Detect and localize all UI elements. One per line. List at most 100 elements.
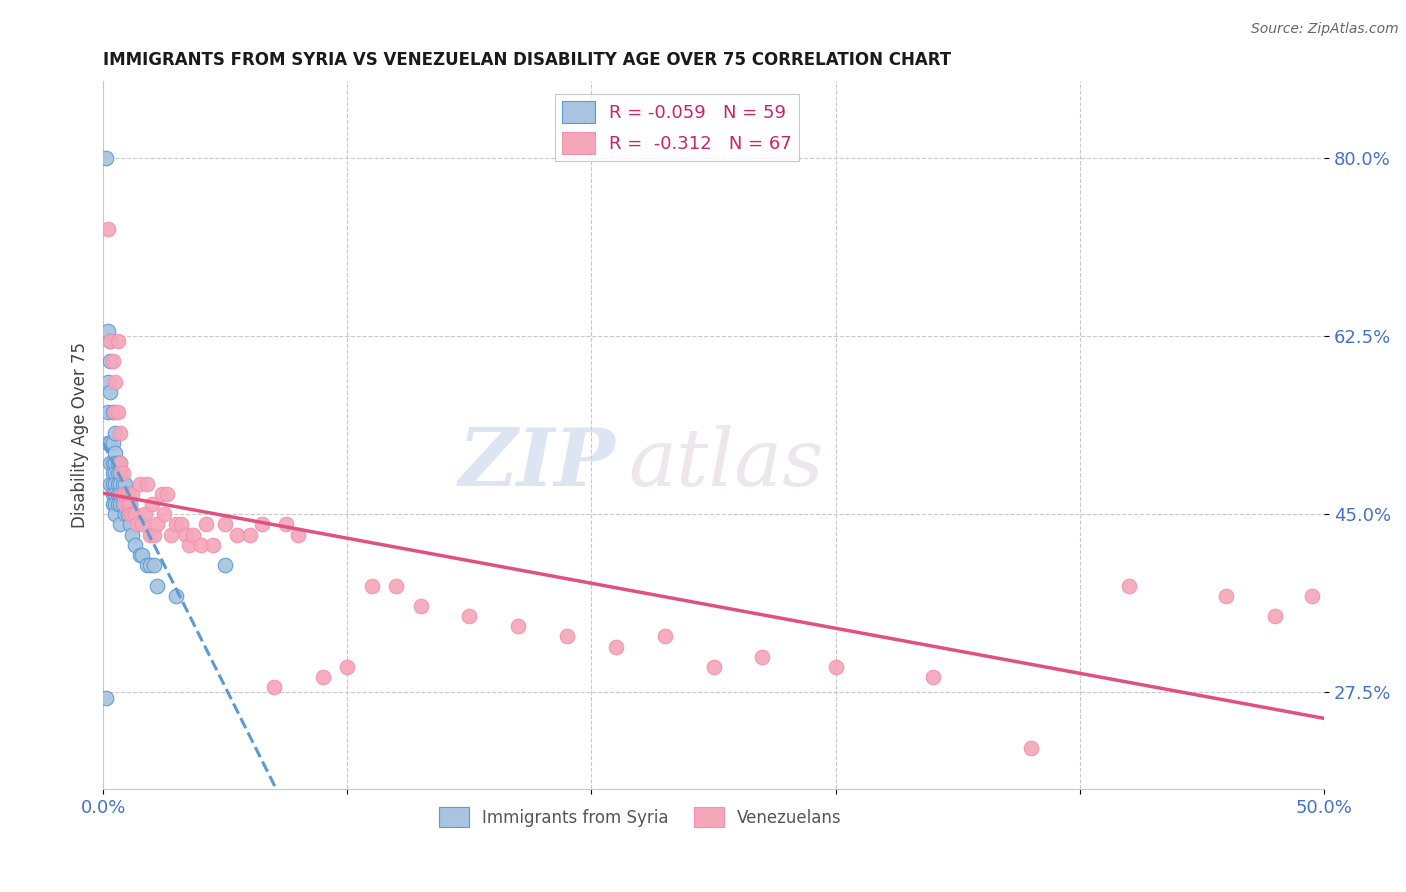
Point	[194, 517, 217, 532]
Point	[121, 527, 143, 541]
Point	[117, 497, 139, 511]
Point	[702, 660, 724, 674]
Point	[114, 497, 136, 511]
Point	[143, 558, 166, 573]
Point	[165, 517, 187, 532]
Point	[190, 538, 212, 552]
Point	[385, 578, 408, 592]
Point	[1019, 741, 1042, 756]
Point	[104, 375, 127, 389]
Point	[605, 640, 627, 654]
Point	[104, 497, 127, 511]
Point	[97, 405, 120, 419]
Point	[94, 151, 117, 165]
Point	[117, 507, 139, 521]
Point	[111, 497, 134, 511]
Point	[250, 517, 273, 532]
Point	[107, 456, 129, 470]
Point	[100, 354, 122, 368]
Point	[165, 589, 187, 603]
Point	[100, 384, 122, 399]
Point	[128, 476, 150, 491]
Point	[111, 467, 134, 481]
Point	[336, 660, 359, 674]
Point	[104, 456, 127, 470]
Point	[276, 517, 298, 532]
Point	[136, 558, 159, 573]
Point	[110, 456, 132, 470]
Point	[118, 517, 141, 532]
Point	[118, 497, 141, 511]
Point	[1215, 589, 1237, 603]
Point	[100, 334, 122, 348]
Point	[508, 619, 530, 633]
Point	[226, 527, 249, 541]
Point	[101, 354, 124, 368]
Point	[97, 222, 120, 236]
Point	[101, 487, 124, 501]
Point	[118, 497, 141, 511]
Point	[104, 446, 127, 460]
Point	[110, 497, 132, 511]
Point	[174, 527, 197, 541]
Point	[111, 487, 134, 501]
Point	[239, 527, 262, 541]
Point	[107, 497, 129, 511]
Point	[143, 527, 166, 541]
Point	[121, 507, 143, 521]
Point	[751, 649, 773, 664]
Point	[312, 670, 335, 684]
Point	[104, 467, 127, 481]
Point	[118, 507, 141, 521]
Point	[100, 334, 122, 348]
Point	[101, 497, 124, 511]
Point	[1264, 609, 1286, 624]
Point	[97, 324, 120, 338]
Point	[131, 517, 153, 532]
Point	[110, 487, 132, 501]
Point	[201, 538, 224, 552]
Point	[121, 487, 143, 501]
Point	[458, 609, 481, 624]
Point	[160, 527, 183, 541]
Text: Source: ZipAtlas.com: Source: ZipAtlas.com	[1251, 22, 1399, 37]
Point	[101, 456, 124, 470]
Point	[824, 660, 846, 674]
Point	[131, 548, 153, 562]
Point	[101, 405, 124, 419]
Text: atlas: atlas	[628, 425, 824, 502]
Point	[101, 436, 124, 450]
Point	[100, 456, 122, 470]
Point	[107, 476, 129, 491]
Point	[107, 405, 129, 419]
Point	[409, 599, 432, 613]
Point	[117, 487, 139, 501]
Text: IMMIGRANTS FROM SYRIA VS VENEZUELAN DISABILITY AGE OVER 75 CORRELATION CHART: IMMIGRANTS FROM SYRIA VS VENEZUELAN DISA…	[103, 51, 952, 69]
Point	[100, 436, 122, 450]
Point	[138, 558, 160, 573]
Point	[263, 681, 285, 695]
Point	[555, 629, 578, 643]
Point	[107, 467, 129, 481]
Point	[104, 507, 127, 521]
Point	[114, 487, 136, 501]
Point	[177, 538, 200, 552]
Point	[136, 476, 159, 491]
Point	[107, 334, 129, 348]
Point	[183, 527, 205, 541]
Point	[107, 487, 129, 501]
Point	[127, 517, 149, 532]
Point	[150, 487, 173, 501]
Point	[114, 476, 136, 491]
Point	[111, 476, 134, 491]
Point	[124, 538, 146, 552]
Point	[214, 517, 236, 532]
Point	[153, 507, 176, 521]
Point	[1118, 578, 1140, 592]
Legend: Immigrants from Syria, Venezuelans: Immigrants from Syria, Venezuelans	[432, 800, 848, 834]
Point	[170, 517, 193, 532]
Point	[94, 690, 117, 705]
Point	[287, 527, 309, 541]
Point	[654, 629, 676, 643]
Point	[110, 467, 132, 481]
